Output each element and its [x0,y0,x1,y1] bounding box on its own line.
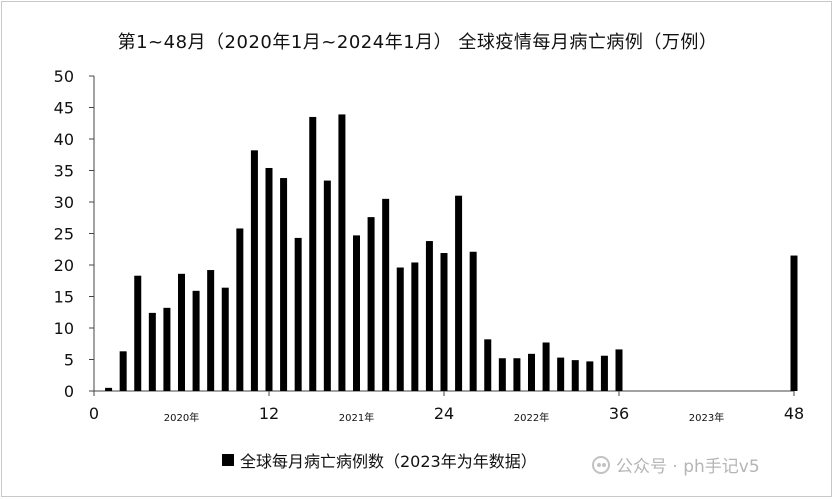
bar [280,178,288,391]
y-tick-label: 25 [54,225,74,244]
y-tick-label: 50 [54,67,74,86]
bar [600,355,608,391]
bar [192,290,200,391]
year-label: 2022年 [514,411,549,424]
y-tick-label: 15 [54,288,74,307]
bar [571,360,579,391]
y-tick-label: 40 [54,130,74,149]
bar [484,339,492,391]
legend-label: 全球每月病亡病例数（2023年为年数据） [240,452,537,471]
bar [586,361,594,391]
legend-swatch [222,454,234,466]
bar [236,228,244,391]
bar [411,262,419,391]
bar [338,114,346,392]
bar [207,270,215,391]
bar [294,237,302,391]
chart-title: 第1~48月（2020年1月~2024年1月） 全球疫情每月病亡病例（万例） [117,32,718,53]
bar [309,116,317,391]
bar [178,273,185,391]
bar [367,217,375,391]
year-label: 2020年 [164,411,199,424]
bar [440,253,448,391]
y-tick-label: 10 [54,319,74,338]
bar [323,180,331,391]
bar [469,251,477,391]
bar [265,167,273,391]
bar [513,358,521,391]
y-tick-label: 45 [54,99,74,118]
bar [615,349,623,391]
bar [148,312,156,391]
wechat-icon [592,455,610,474]
bar [542,342,550,391]
y-tick-label: 20 [54,256,74,275]
bar [221,287,229,391]
x-tick-label: 12 [259,404,279,423]
x-tick-label: 48 [784,404,804,423]
bar [455,195,463,391]
bar [498,358,506,391]
y-tick-label: 5 [64,351,74,370]
year-label: 2021年 [339,411,374,424]
bar [250,150,258,391]
bar [396,267,404,391]
x-tick-label: 24 [434,404,454,423]
watermark-text: 公众号 · ph手记v5 [616,457,760,477]
bar [134,275,142,391]
bars [105,114,798,392]
bar [119,351,127,391]
bar [790,255,798,391]
tick-labels: 0 5 10 15 20 25 30 35 40 45 50 0 12 24 36 48 2020年 2021年 2… [54,67,805,424]
year-label: 2023年 [689,411,724,424]
y-tick-label: 0 [64,382,74,401]
x-tick-label: 36 [609,404,629,423]
y-tick-label: 35 [54,162,74,181]
bar [528,353,535,391]
bar [163,307,171,391]
legend: 全球每月病亡病例数（2023年为年数据） [222,448,537,472]
bar [557,357,565,391]
bar [425,241,433,391]
watermark: 公众号 · ph手记v5 [592,452,760,477]
y-tick-label: 30 [54,193,74,212]
bar [353,235,360,391]
bar [105,387,113,391]
x-tick-label: 0 [89,404,99,423]
bar [382,198,390,391]
